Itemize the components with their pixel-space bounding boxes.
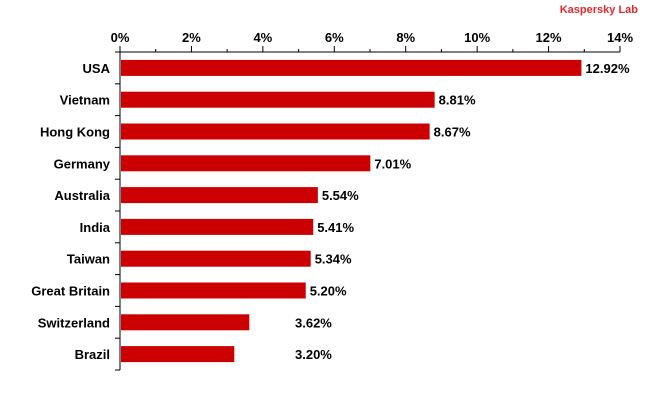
x-tick-label: 8% bbox=[396, 30, 415, 45]
data-label: 8.81% bbox=[439, 93, 476, 108]
bar bbox=[121, 250, 311, 267]
data-label: 3.20% bbox=[295, 347, 332, 362]
data-label: 8.67% bbox=[434, 125, 471, 140]
data-label: 3.62% bbox=[295, 315, 332, 330]
x-tick-label: 0% bbox=[111, 30, 130, 45]
bar bbox=[121, 282, 306, 299]
category-label: Switzerland bbox=[38, 315, 110, 330]
bar bbox=[121, 187, 318, 204]
bar bbox=[121, 314, 250, 331]
x-tick-label: 4% bbox=[253, 30, 272, 45]
category-label: USA bbox=[83, 61, 111, 76]
data-label: 5.34% bbox=[315, 252, 352, 267]
x-tick-label: 14% bbox=[607, 30, 633, 45]
x-tick-label: 2% bbox=[182, 30, 201, 45]
labels-layer: USA 12.92% Vietnam 8.81% Hong Kong 8.67% Germa… bbox=[31, 61, 630, 362]
category-label: Hong Kong bbox=[40, 125, 110, 140]
x-tick-label: 6% bbox=[325, 30, 344, 45]
brand-label: Kaspersky Lab bbox=[559, 4, 638, 16]
category-label: Germany bbox=[54, 156, 111, 171]
data-label: 5.41% bbox=[317, 220, 354, 235]
bar bbox=[121, 59, 582, 76]
data-label: 5.54% bbox=[322, 188, 359, 203]
bar bbox=[121, 123, 430, 140]
bar bbox=[121, 91, 435, 108]
x-tick-label: 12% bbox=[536, 30, 562, 45]
bar bbox=[121, 155, 371, 172]
bar bbox=[121, 218, 314, 235]
data-label: 12.92% bbox=[585, 61, 630, 76]
category-label: Vietnam bbox=[60, 93, 110, 108]
data-label: 7.01% bbox=[374, 156, 411, 171]
category-label: Taiwan bbox=[67, 252, 110, 267]
category-label: Brazil bbox=[75, 347, 110, 362]
bars-layer bbox=[121, 59, 582, 363]
x-tick-label: 10% bbox=[464, 30, 490, 45]
data-label: 5.20% bbox=[310, 284, 347, 299]
category-label: Australia bbox=[54, 188, 110, 203]
category-label: India bbox=[80, 220, 111, 235]
category-label: Great Britain bbox=[31, 284, 110, 299]
axis-layer: 0% 2% 4% 6% 8% 10% 12% 14% bbox=[111, 30, 633, 371]
bar bbox=[121, 346, 235, 363]
